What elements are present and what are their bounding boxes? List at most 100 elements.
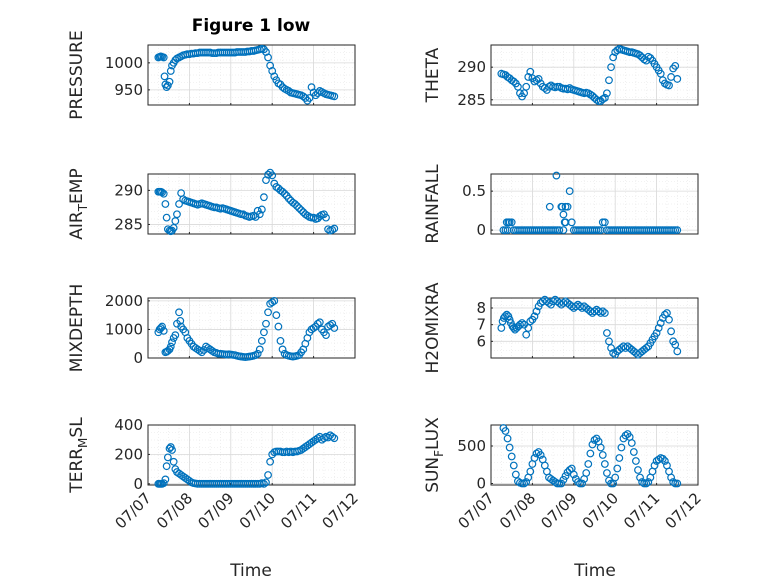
data-point: [590, 436, 599, 444]
data-point: [536, 451, 545, 459]
data-point: [650, 461, 659, 470]
data-point: [613, 464, 622, 473]
data-point: [166, 342, 175, 351]
data-point: [504, 218, 513, 227]
data-point: [505, 315, 514, 324]
data-point: [632, 457, 640, 465]
data-point: [560, 218, 569, 227]
x-tick-label: 07/09: [537, 489, 580, 532]
data-point: [168, 338, 176, 347]
y-tick-label: 0.5: [462, 182, 486, 200]
data-point: [175, 200, 183, 208]
data-point: [671, 61, 680, 70]
y-axis-label: MIXDEPTH: [67, 284, 87, 373]
data-point: [598, 307, 607, 316]
data-point: [634, 466, 642, 474]
data-point: [629, 448, 638, 456]
data-point: [596, 309, 605, 317]
data-point: [532, 307, 541, 316]
data-point: [276, 336, 285, 345]
data-point: [272, 311, 281, 320]
subplot-theta: 285 290 THETA: [423, 44, 699, 109]
data-point: [524, 73, 533, 81]
data-point: [253, 349, 262, 358]
data-point: [530, 312, 539, 321]
data-point: [330, 434, 339, 443]
x-tick-label: 07/08: [153, 489, 196, 532]
data-point: [660, 457, 669, 465]
data-point: [656, 319, 665, 327]
y-axis-label-main: RAINFALL: [423, 164, 443, 244]
data-point: [330, 224, 339, 233]
data-point: [313, 319, 322, 328]
data-point: [605, 76, 613, 85]
data-point: [264, 308, 272, 317]
data-point: [158, 188, 166, 197]
data-point: [555, 226, 564, 235]
data-point: [328, 319, 337, 328]
data-point: [262, 478, 270, 487]
data-point: [617, 443, 626, 452]
data-point: [600, 218, 609, 227]
data-point: [163, 81, 172, 90]
data-point: [330, 92, 339, 101]
x-tick-label: 07/12: [662, 489, 705, 532]
data-point: [159, 479, 168, 487]
subplot-h2omixra: 678 H2OMIXRA: [423, 282, 699, 374]
data-point: [598, 451, 607, 459]
data-point: [660, 310, 669, 319]
x-tick-label: 07/07: [112, 489, 155, 532]
data-point: [158, 322, 166, 331]
x-tick-label: 07/11: [620, 489, 663, 532]
data-point: [284, 87, 293, 95]
data-point: [239, 210, 248, 219]
y-axis-label-main: AIR: [67, 211, 87, 240]
subplot-rainfall: 0 0.5 RAINFALL: [423, 164, 699, 244]
data-point: [586, 449, 595, 458]
y-axis-label-tail: EMP: [67, 168, 87, 204]
data-point: [540, 84, 549, 92]
y-tick-label: 2000: [105, 292, 143, 310]
data-point: [509, 461, 518, 470]
data-point: [611, 473, 620, 482]
subplot-air: 285 290 AIRTEMP: [67, 168, 356, 240]
data-point: [173, 210, 181, 219]
data-point: [179, 195, 188, 204]
y-tick-label: 950: [114, 81, 143, 99]
y-tick-label: 0: [476, 475, 486, 493]
data-point: [165, 77, 174, 86]
data-point: [522, 330, 531, 339]
data-point: [667, 473, 675, 482]
data-point: [522, 82, 531, 91]
data-point: [328, 226, 337, 234]
data-point: [615, 454, 624, 462]
y-tick-label: 7: [476, 316, 486, 334]
y-axis-label-main: SUN: [423, 457, 443, 493]
data-point: [559, 210, 568, 219]
y-tick-label: 285: [114, 215, 143, 233]
axes-box: [490, 297, 699, 359]
data-point: [545, 299, 553, 307]
data-point: [255, 210, 264, 219]
data-point: [255, 345, 264, 354]
x-tick-label: 07/09: [194, 489, 237, 532]
data-point: [262, 319, 270, 328]
data-point: [309, 324, 318, 332]
data-point: [561, 472, 570, 480]
data-point: [654, 324, 663, 332]
y-axis-label-main: THETA: [423, 47, 443, 103]
data-point: [311, 91, 320, 100]
axes-box: [490, 424, 699, 486]
subplot-sun: 0 500 SUNFLUX 07/0707/0807/0907/1007/1107/1…: [423, 417, 705, 533]
data-point: [584, 460, 593, 468]
y-tick-label: 290: [114, 181, 143, 199]
y-axis-label: TERRMSL: [67, 417, 90, 494]
data-point: [291, 200, 299, 208]
x-tick-label: 07/10: [236, 489, 279, 532]
data-point: [565, 466, 574, 474]
data-point: [159, 326, 168, 335]
y-axis-label: AIRTEMP: [67, 168, 90, 239]
data-point: [305, 94, 314, 102]
data-point: [278, 345, 287, 354]
subplot-mixdepth: 0 1000 2000 MIXDEPTH: [67, 284, 356, 373]
